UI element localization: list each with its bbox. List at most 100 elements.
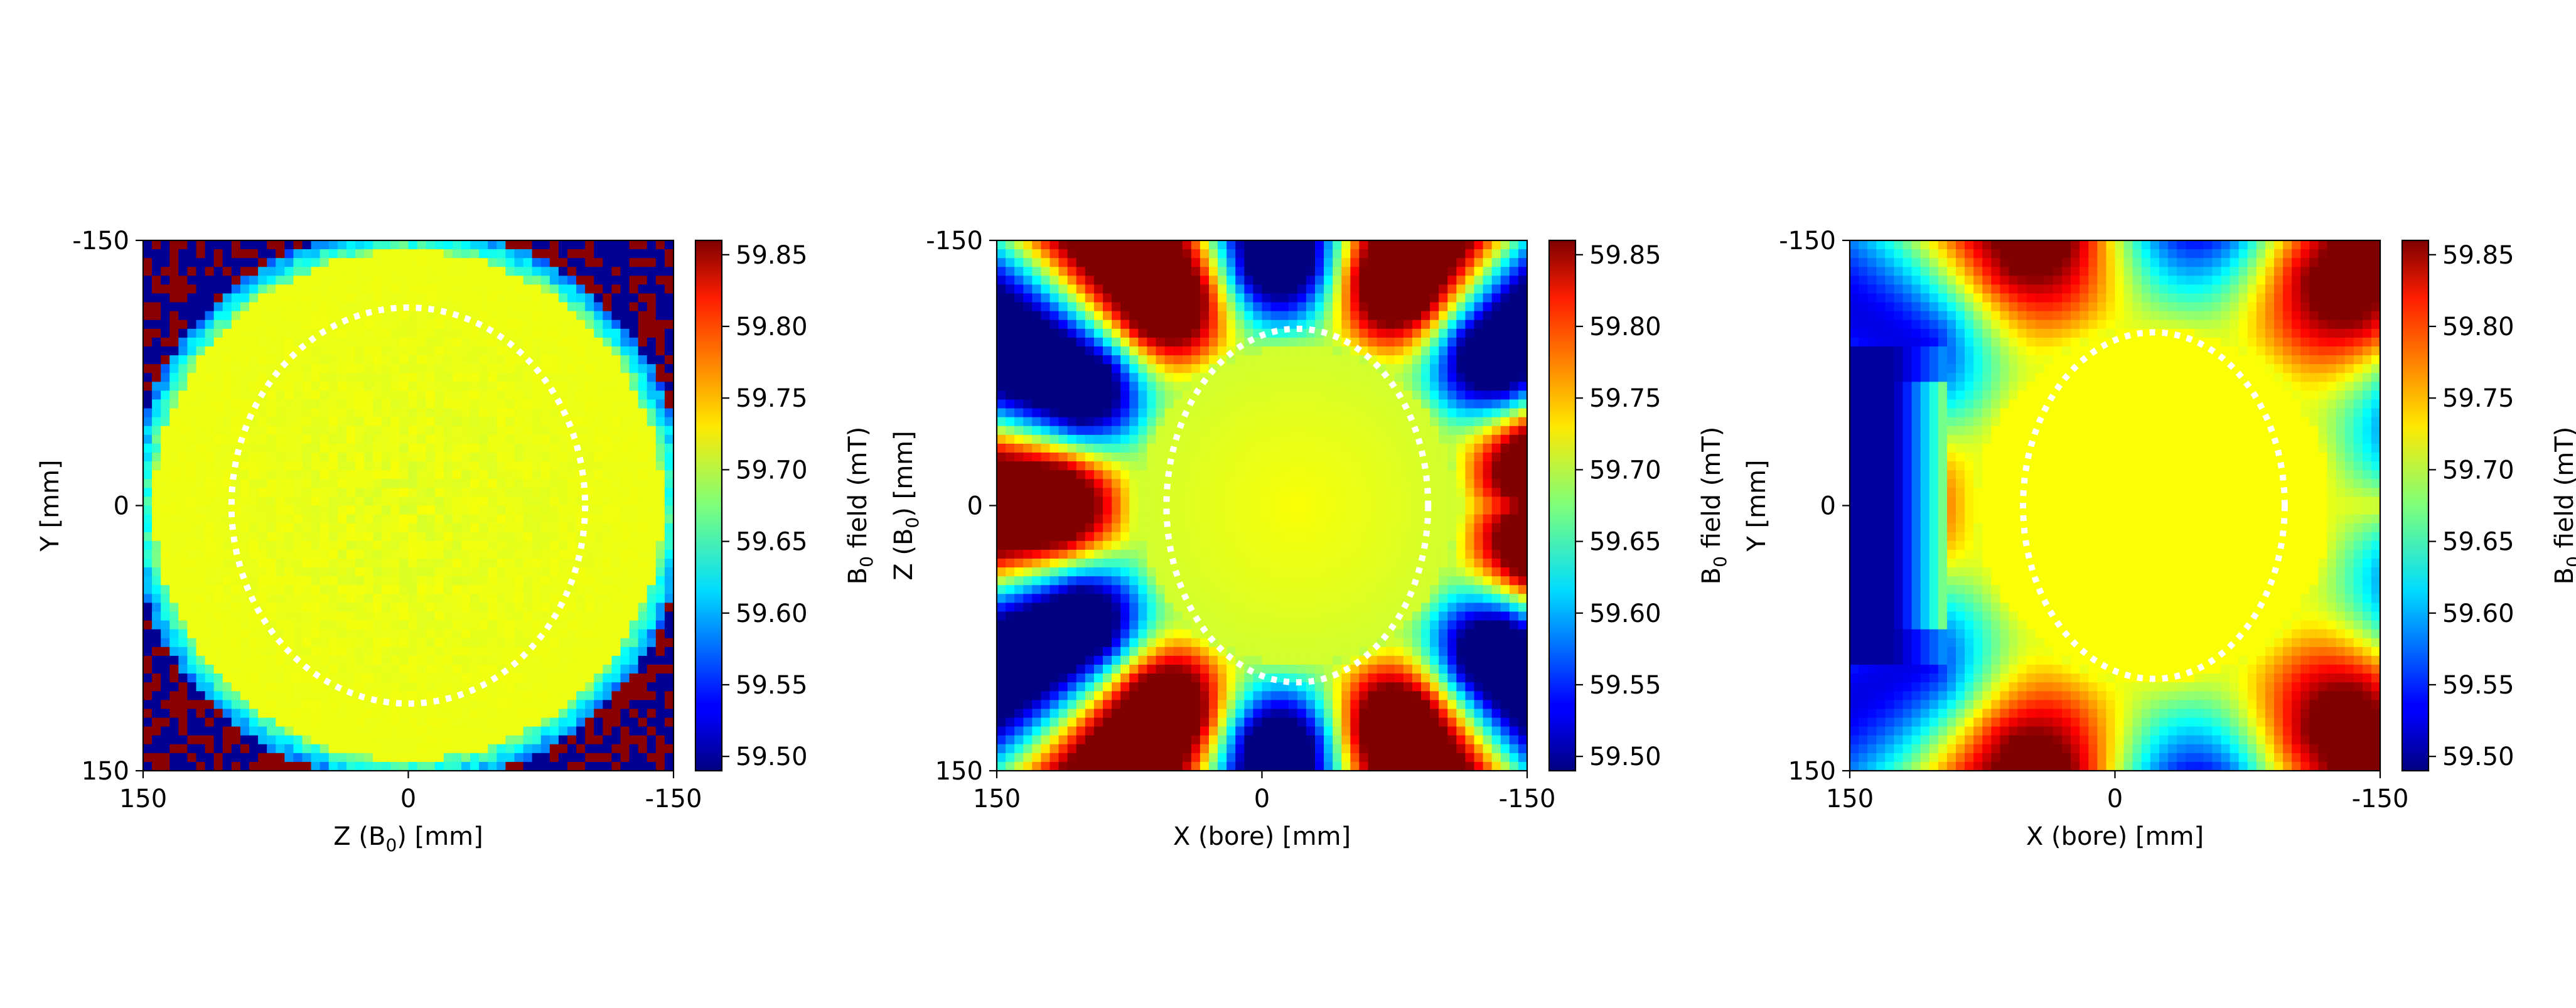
heatmap-cell (1032, 258, 1042, 267)
heatmap-cell (594, 665, 603, 674)
heatmap-cell (311, 514, 321, 524)
heatmap-cell (426, 443, 436, 453)
heatmap-cell (1164, 276, 1174, 286)
heatmap-cell (1173, 293, 1183, 303)
heatmap-cell (434, 540, 444, 550)
heatmap-cell (496, 240, 507, 250)
heatmap-cell (346, 249, 356, 259)
heatmap-cell (443, 249, 453, 259)
heatmap-cell (496, 638, 507, 648)
heatmap-cell (558, 276, 568, 286)
heatmap-cell (505, 673, 515, 683)
heatmap-cell (205, 488, 215, 498)
heatmap-cell (1129, 549, 1139, 559)
heatmap-cell (1129, 373, 1139, 382)
heatmap-cell (1076, 373, 1086, 382)
heatmap-cell (143, 700, 153, 710)
heatmap-cell (267, 603, 276, 613)
heatmap-cell (143, 276, 153, 286)
heatmap-cell (1138, 744, 1148, 754)
heatmap-cell (1129, 337, 1139, 347)
heatmap-cell (1156, 399, 1166, 409)
heatmap-cell (470, 258, 480, 267)
heatmap-cell (1076, 709, 1086, 719)
heatmap-cell (1058, 603, 1068, 613)
heatmap-cell (302, 258, 312, 267)
heatmap-cell (152, 603, 161, 613)
heatmap-cell (373, 293, 382, 303)
heatmap-cell (276, 611, 285, 621)
heatmap-cell (1049, 567, 1060, 577)
heatmap-cell (161, 549, 170, 559)
heatmap-cell (532, 717, 542, 727)
heatmap-cell (443, 665, 453, 674)
heatmap-cell (417, 293, 427, 303)
heatmap-cell (399, 328, 409, 338)
heatmap-cell (222, 709, 232, 719)
heatmap-cell (1058, 417, 1068, 427)
heatmap-cell (328, 611, 338, 621)
heatmap-cell (655, 319, 665, 330)
heatmap-cell (620, 514, 630, 524)
heatmap-cell (346, 479, 356, 488)
heatmap-cell (1156, 559, 1166, 568)
heatmap-cell (1103, 346, 1112, 356)
heatmap-cell (293, 523, 303, 533)
heatmap-cell (143, 284, 153, 294)
heatmap-cell (1006, 576, 1015, 586)
heatmap-cell (293, 761, 303, 771)
heatmap-cell (399, 567, 409, 577)
heatmap-cell (1182, 311, 1192, 321)
heatmap-cell (1067, 311, 1077, 321)
colorbar-tick-label: 59.50 (736, 743, 808, 771)
heatmap-cell (443, 638, 453, 648)
heatmap-cell (1093, 567, 1103, 577)
heatmap-cell (258, 549, 267, 559)
heatmap-cell (319, 443, 330, 453)
heatmap-cell (346, 382, 356, 392)
heatmap-cell (417, 540, 427, 550)
heatmap-cell (213, 744, 223, 754)
heatmap-cell (399, 638, 409, 648)
heatmap-cell (205, 540, 215, 550)
heatmap-cell (249, 373, 259, 382)
heatmap-cell (496, 355, 507, 365)
heatmap-cell (638, 267, 648, 276)
heatmap-cell (1076, 700, 1086, 710)
heatmap-cell (1164, 373, 1174, 382)
heatmap-cell (143, 585, 153, 594)
heatmap-cell (169, 284, 179, 294)
heatmap-cell (328, 426, 338, 436)
heatmap-cell (152, 514, 161, 524)
heatmap-cell (1103, 311, 1112, 321)
heatmap-cell (585, 399, 594, 409)
heatmap-cell (997, 337, 1006, 347)
heatmap-cell (205, 355, 215, 365)
heatmap-cell (276, 382, 285, 392)
heatmap-cell (1182, 346, 1192, 356)
heatmap-cell (364, 761, 373, 771)
heatmap-cell (1067, 319, 1077, 330)
heatmap-cell (664, 691, 674, 700)
heatmap-cell (620, 258, 630, 267)
heatmap-cell (1120, 302, 1130, 312)
heatmap-cell (355, 461, 365, 471)
heatmap-cell (1103, 408, 1112, 418)
heatmap-cell (1067, 240, 1077, 250)
heatmap-cell (178, 655, 188, 665)
heatmap-cell (1173, 276, 1183, 286)
heatmap-cell (558, 559, 568, 568)
heatmap-cell (187, 488, 197, 498)
heatmap-cell (620, 638, 630, 648)
heatmap-cell (1138, 470, 1148, 480)
heatmap-cell (196, 646, 206, 657)
heatmap-cell (258, 302, 267, 312)
heatmap-cell (355, 559, 365, 568)
heatmap-cell (620, 479, 630, 488)
heatmap-cell (205, 364, 215, 373)
heatmap-cell (302, 559, 312, 568)
heatmap-cell (373, 523, 382, 533)
heatmap-cell (187, 479, 197, 488)
heatmap-cell (549, 761, 559, 771)
heatmap-cell (611, 390, 621, 400)
